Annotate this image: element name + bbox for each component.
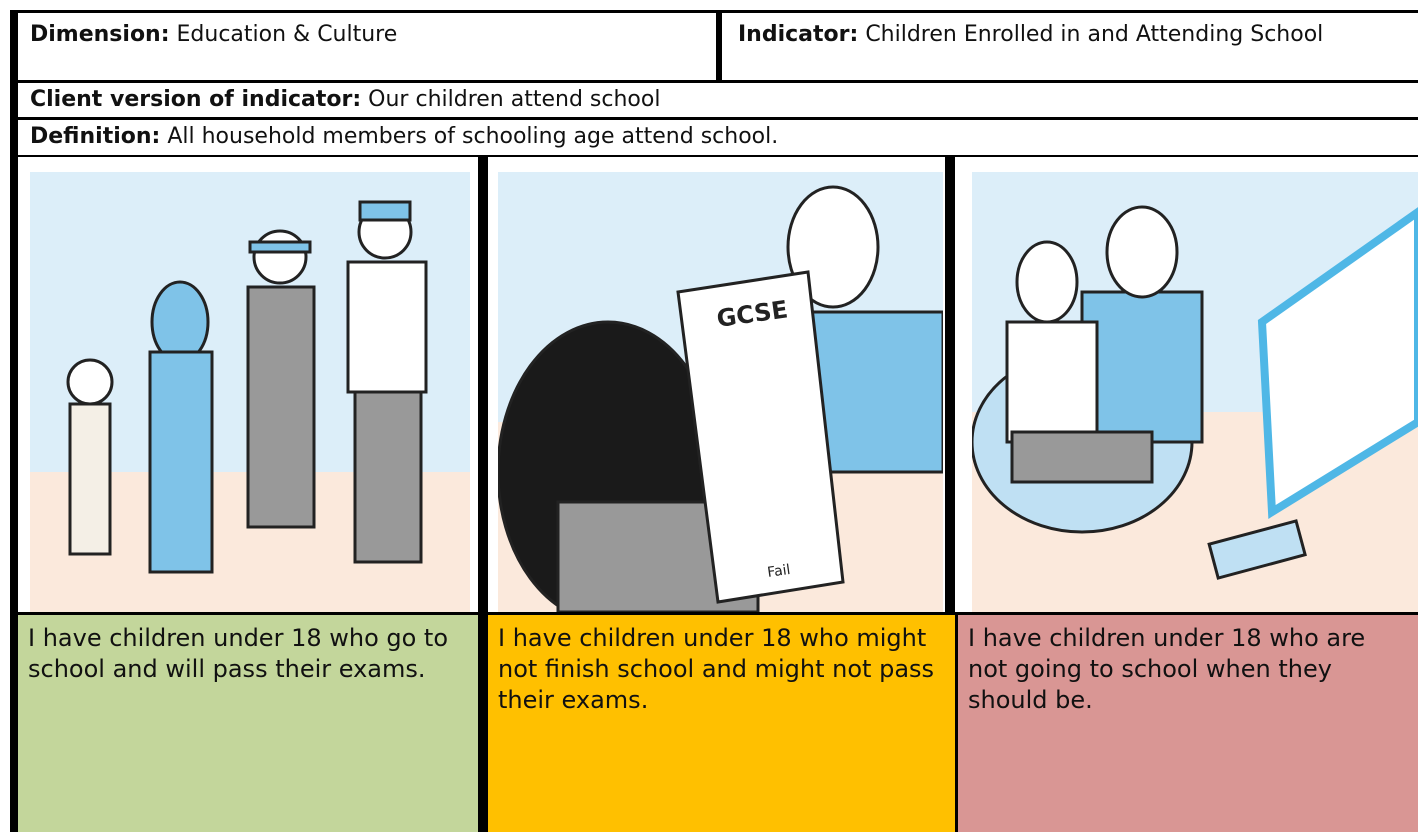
label: Client version of indicator: [30, 87, 362, 112]
image-cell [18, 157, 478, 612]
label: Dimension: [30, 22, 170, 47]
level-red: I have children under 18 who are not goi… [958, 615, 1418, 832]
level-amber: I have children under 18 who might not f… [488, 615, 955, 832]
label: Definition: [30, 124, 161, 149]
indicator-sheet: Dimension: Education & Culture Indicator… [10, 10, 1418, 832]
value: Our children attend school [368, 87, 661, 112]
dimension-cell: Dimension: Education & Culture [18, 13, 716, 80]
image-cell: GCSE Fail [488, 157, 945, 612]
image-cell [955, 157, 1418, 612]
illustration-report: GCSE Fail [498, 172, 943, 612]
level-green: I have children under 18 who go to schoo… [18, 615, 478, 832]
illustration-family [30, 172, 470, 612]
client-version-cell: Client version of indicator: Our childre… [18, 83, 1418, 117]
value: Education & Culture [176, 22, 398, 47]
paper-result: Fail [766, 562, 791, 581]
value: Children Enrolled in and Attending Schoo… [865, 22, 1324, 47]
label: Indicator: [738, 22, 859, 47]
definition-cell: Definition: All household members of sch… [18, 120, 1418, 155]
indicator-cell: Indicator: Children Enrolled in and Atte… [722, 13, 1418, 80]
illustration-gaming [972, 172, 1418, 612]
value: All household members of schooling age a… [167, 124, 779, 149]
